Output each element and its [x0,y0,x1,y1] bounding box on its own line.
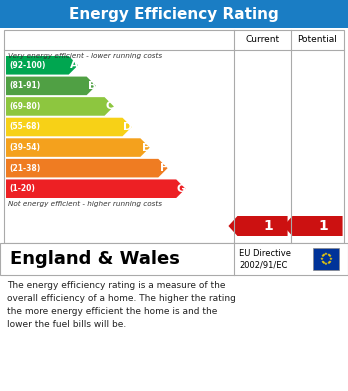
Text: (92-100): (92-100) [9,61,45,70]
Text: ★: ★ [320,260,324,264]
Text: E: E [142,143,150,152]
Text: (55-68): (55-68) [9,122,40,131]
Text: ★: ★ [322,261,326,265]
Text: C: C [106,101,114,111]
Text: D: D [123,122,132,132]
Text: ★: ★ [320,257,324,261]
Text: Not energy efficient - higher running costs: Not energy efficient - higher running co… [8,201,162,207]
Text: ★: ★ [324,252,328,256]
Text: ★: ★ [328,260,332,264]
Text: ★: ★ [324,262,328,266]
Bar [313,248,339,270]
Text: EU Directive
2002/91/EC: EU Directive 2002/91/EC [239,249,291,269]
Text: A: A [70,60,78,70]
Polygon shape [6,77,96,95]
Text: ★: ★ [329,257,332,261]
Text: Very energy efficient - lower running costs: Very energy efficient - lower running co… [8,53,162,59]
Text: The energy efficiency rating is a measure of the
overall efficiency of a home. T: The energy efficiency rating is a measur… [7,281,236,328]
Text: (81-91): (81-91) [9,81,40,90]
Text: ★: ★ [326,253,330,256]
Text: England & Wales: England & Wales [10,250,180,268]
Text: ★: ★ [320,255,324,258]
Bar [0,0,348,28]
Text: (1-20): (1-20) [9,184,35,193]
Text: 1: 1 [319,219,329,233]
Polygon shape [6,97,114,116]
Text: ★: ★ [322,253,326,256]
Text: Current: Current [245,36,279,45]
Text: (69-80): (69-80) [9,102,40,111]
Text: F: F [160,163,167,173]
Text: Energy Efficiency Rating: Energy Efficiency Rating [69,7,279,22]
Polygon shape [6,159,168,178]
Text: B: B [88,81,96,91]
Text: ★: ★ [328,255,332,258]
Text: G: G [177,184,186,194]
Polygon shape [228,216,287,236]
Polygon shape [6,179,185,198]
Text: ★: ★ [326,261,330,265]
Text: (39-54): (39-54) [9,143,40,152]
Text: (21-38): (21-38) [9,164,40,173]
Polygon shape [6,138,150,157]
Text: Potential: Potential [298,36,338,45]
Bar [0,243,348,275]
Polygon shape [283,216,342,236]
Polygon shape [6,118,132,136]
Polygon shape [6,56,78,75]
Bar [4,30,344,243]
Text: 1: 1 [264,219,274,233]
